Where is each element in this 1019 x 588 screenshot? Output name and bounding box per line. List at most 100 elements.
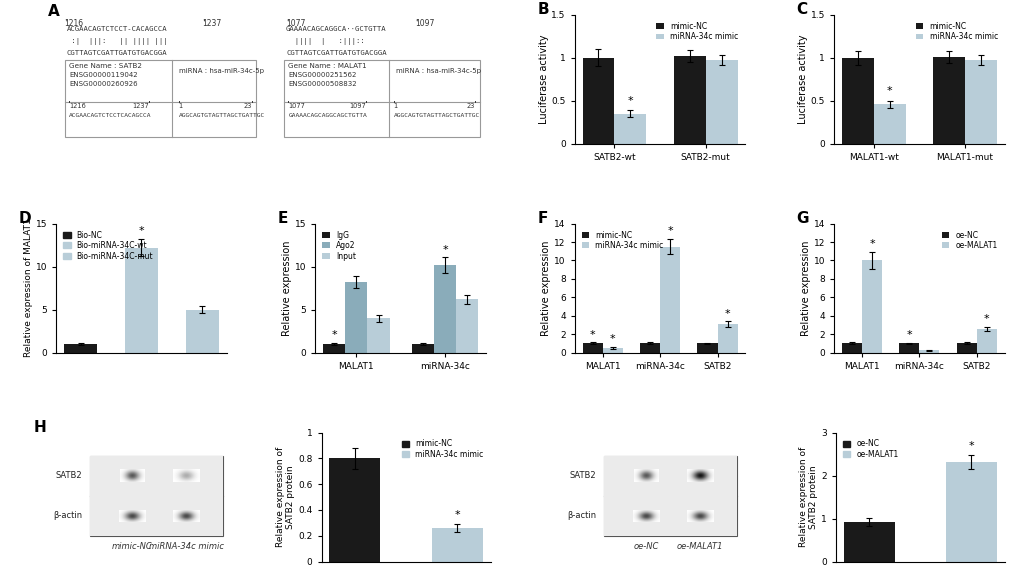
Text: CGTTAGTCGATTGATGTGACGGA: CGTTAGTCGATTGATGTGACGGA <box>286 49 386 55</box>
Text: β-actin: β-actin <box>567 511 596 520</box>
Legend: mimic-NC, miRNA-34c mimic: mimic-NC, miRNA-34c mimic <box>653 18 741 44</box>
Text: E: E <box>277 211 288 226</box>
Bar <box>674 56 705 143</box>
Text: *: * <box>725 309 730 319</box>
Text: *: * <box>868 239 874 249</box>
Legend: mimic-NC, miRNA-34c mimic: mimic-NC, miRNA-34c mimic <box>398 436 486 462</box>
Text: 1216: 1216 <box>69 103 86 109</box>
FancyBboxPatch shape <box>90 496 223 536</box>
FancyBboxPatch shape <box>283 60 479 137</box>
Bar <box>602 348 623 353</box>
Text: *: * <box>454 510 460 520</box>
Y-axis label: Relative expression: Relative expression <box>541 240 551 336</box>
Bar <box>639 343 659 353</box>
Text: GAAAACAGCAGGCA··GCTGTTA: GAAAACAGCAGGCA··GCTGTTA <box>286 26 386 32</box>
Text: 1216: 1216 <box>64 19 84 28</box>
FancyBboxPatch shape <box>603 496 737 536</box>
Bar <box>367 318 389 353</box>
Legend: IgG, Ago2, Input: IgG, Ago2, Input <box>319 228 359 263</box>
Text: β-actin: β-actin <box>53 511 82 520</box>
Text: ENSG00000508832: ENSG00000508832 <box>288 81 357 87</box>
Text: 1237: 1237 <box>131 103 149 109</box>
Text: *: * <box>442 245 447 255</box>
Y-axis label: Luciferase activity: Luciferase activity <box>538 35 548 124</box>
Text: miRNA-34c mimic: miRNA-34c mimic <box>149 542 223 551</box>
Text: D: D <box>18 211 32 226</box>
Y-axis label: Relative expression of
SATB2 protein: Relative expression of SATB2 protein <box>798 447 817 547</box>
Bar <box>956 343 976 353</box>
Text: *: * <box>983 314 988 324</box>
Bar <box>582 343 602 353</box>
Text: 23: 23 <box>244 103 252 109</box>
Text: oe-MALAT1: oe-MALAT1 <box>677 542 722 551</box>
Text: B: B <box>537 2 548 17</box>
Text: H: H <box>34 420 47 435</box>
Bar <box>964 61 996 143</box>
Bar <box>613 113 646 143</box>
Text: ENSG00000119042: ENSG00000119042 <box>69 72 138 78</box>
Legend: mimic-NC, miRNA-34c mimic: mimic-NC, miRNA-34c mimic <box>912 18 1000 44</box>
Bar <box>945 462 996 562</box>
FancyBboxPatch shape <box>64 60 256 137</box>
Legend: mimic-NC, miRNA-34c mimic: mimic-NC, miRNA-34c mimic <box>578 228 666 253</box>
Bar <box>323 344 345 353</box>
Text: 1: 1 <box>393 103 397 109</box>
Text: SATB2: SATB2 <box>55 471 82 480</box>
Y-axis label: Relative expression: Relative expression <box>800 240 810 336</box>
Bar <box>899 343 918 353</box>
Text: ACGAACAGTCTCCTCACAGCCA: ACGAACAGTCTCCTCACAGCCA <box>69 113 152 118</box>
Text: 1: 1 <box>178 103 182 109</box>
Bar <box>412 344 433 353</box>
Text: oe-NC: oe-NC <box>633 542 658 551</box>
Text: *: * <box>887 86 892 96</box>
FancyBboxPatch shape <box>603 456 737 536</box>
Legend: Bio-NC, Bio-miRNA-34C-wt, Bio-miRNA-34C-mut: Bio-NC, Bio-miRNA-34C-wt, Bio-miRNA-34C-… <box>60 228 156 263</box>
Text: C: C <box>796 2 807 17</box>
Text: 1237: 1237 <box>202 19 221 28</box>
Text: 1097: 1097 <box>415 19 434 28</box>
Text: ENSG00000260926: ENSG00000260926 <box>69 81 138 87</box>
Bar <box>582 58 613 143</box>
Text: 23: 23 <box>467 103 475 109</box>
Text: mimic-NC: mimic-NC <box>112 542 153 551</box>
Bar <box>873 104 905 143</box>
Bar <box>716 324 737 353</box>
Text: AGGCAGTGTAGTTAGCTGATTGC: AGGCAGTGTAGTTAGCTGATTGC <box>178 113 265 118</box>
Text: ACGAACAGTCTCCT-CACAGCCA: ACGAACAGTCTCCT-CACAGCCA <box>67 26 167 32</box>
Bar <box>918 350 938 353</box>
Bar <box>64 344 97 353</box>
Text: *: * <box>331 330 336 340</box>
Bar <box>841 343 861 353</box>
Bar <box>976 329 996 353</box>
Text: *: * <box>139 226 144 236</box>
Y-axis label: Luciferase activity: Luciferase activity <box>797 35 807 124</box>
Bar <box>124 248 158 353</box>
Text: miRNA : hsa-miR-34c-5p: miRNA : hsa-miR-34c-5p <box>178 68 263 74</box>
Text: *: * <box>906 330 911 340</box>
Text: :|  |||:   || |||| |||: :| |||: || |||| ||| <box>67 38 167 45</box>
Text: SATB2: SATB2 <box>570 471 596 480</box>
Bar <box>329 459 380 562</box>
Bar <box>861 260 881 353</box>
Bar <box>841 58 873 143</box>
Text: CGTTAGTCGATTGATGTGACGGA: CGTTAGTCGATTGATGTGACGGA <box>67 49 167 55</box>
Text: 1077: 1077 <box>288 103 305 109</box>
Bar <box>185 310 219 353</box>
Bar <box>697 343 716 353</box>
Bar <box>455 299 478 353</box>
Bar <box>431 528 482 562</box>
Text: *: * <box>627 96 633 106</box>
Text: 1097: 1097 <box>348 103 365 109</box>
Bar <box>433 265 455 353</box>
Text: *: * <box>609 335 614 345</box>
Text: A: A <box>48 4 59 19</box>
Legend: oe-NC, oe-MALAT1: oe-NC, oe-MALAT1 <box>839 436 901 462</box>
FancyBboxPatch shape <box>90 456 223 496</box>
Text: *: * <box>589 330 595 340</box>
Text: F: F <box>537 211 547 226</box>
Y-axis label: Relative expression: Relative expression <box>282 240 291 336</box>
Bar <box>659 246 680 353</box>
Text: miRNA : hsa-miR-34c-5p: miRNA : hsa-miR-34c-5p <box>395 68 480 74</box>
Bar <box>345 282 367 353</box>
Text: 1077: 1077 <box>286 19 306 28</box>
